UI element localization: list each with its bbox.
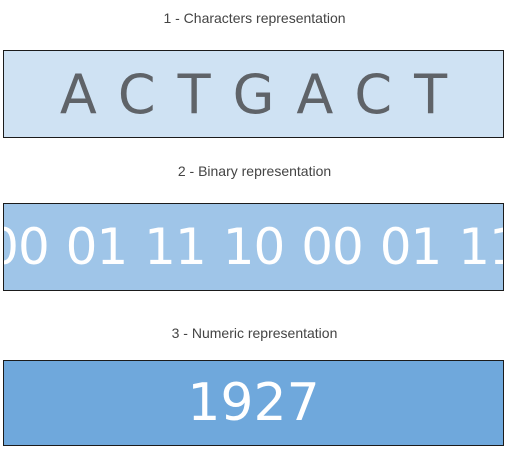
numeric-representation-panel: 1927: [3, 360, 504, 446]
numeric-value: 1927: [187, 373, 320, 433]
characters-sequence: ACTGACT: [59, 62, 470, 126]
binary-representation-caption: 2 - Binary representation: [177, 163, 332, 179]
binary-sequence: 00 01 11 10 00 01 11: [3, 218, 504, 276]
characters-representation-panel: ACTGACT: [3, 50, 504, 138]
characters-representation-caption: 1 - Characters representation: [163, 10, 346, 26]
numeric-representation-caption: 3 - Numeric representation: [171, 325, 338, 341]
binary-representation-panel: 00 01 11 10 00 01 11: [3, 203, 504, 291]
